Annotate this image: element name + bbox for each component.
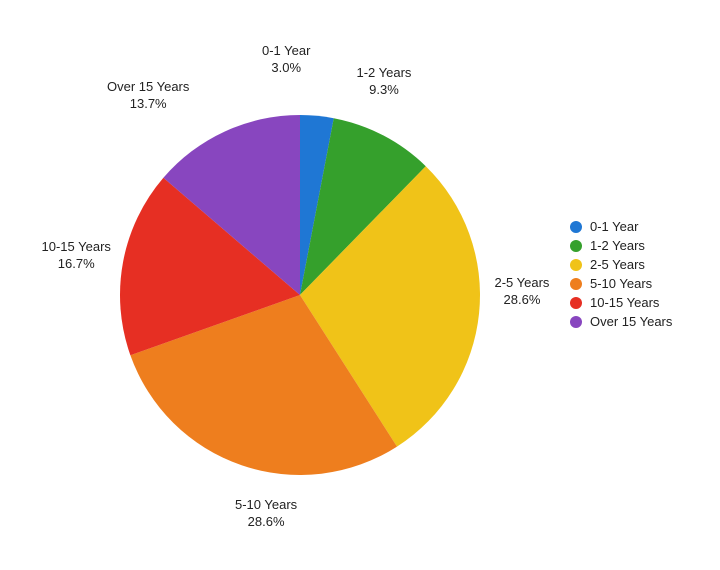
legend: 0-1 Year 1-2 Years 2-5 Years 5-10 Years 10-1…: [570, 220, 672, 328]
slice-label-name: 1-2 Years: [357, 65, 412, 82]
legend-item-5: Over 15 Years: [570, 315, 672, 328]
slice-label-5: Over 15 Years13.7%: [107, 79, 189, 113]
legend-item-1: 1-2 Years: [570, 239, 672, 252]
legend-item-3: 5-10 Years: [570, 277, 672, 290]
slice-label-name: 0-1 Year: [262, 43, 310, 60]
chart-container: 0-1 Year 1-2 Years 2-5 Years 5-10 Years 10-1…: [0, 0, 720, 570]
slice-label-name: 10-15 Years: [42, 239, 111, 256]
slice-label-3: 5-10 Years28.6%: [235, 497, 297, 531]
legend-item-2: 2-5 Years: [570, 258, 672, 271]
legend-label: 5-10 Years: [590, 277, 652, 290]
slice-label-name: 5-10 Years: [235, 497, 297, 514]
legend-label: 0-1 Year: [590, 220, 638, 233]
legend-label: 10-15 Years: [590, 296, 659, 309]
legend-swatch-icon: [570, 259, 582, 271]
slice-label-percent: 16.7%: [42, 256, 111, 273]
legend-item-4: 10-15 Years: [570, 296, 672, 309]
legend-swatch-icon: [570, 240, 582, 252]
slice-label-percent: 28.6%: [495, 292, 550, 309]
legend-label: 1-2 Years: [590, 239, 645, 252]
legend-label: Over 15 Years: [590, 315, 672, 328]
legend-swatch-icon: [570, 297, 582, 309]
legend-label: 2-5 Years: [590, 258, 645, 271]
legend-swatch-icon: [570, 316, 582, 328]
slice-label-percent: 9.3%: [357, 82, 412, 99]
legend-swatch-icon: [570, 278, 582, 290]
slice-label-2: 2-5 Years28.6%: [495, 275, 550, 309]
slice-label-name: Over 15 Years: [107, 79, 189, 96]
slice-label-percent: 13.7%: [107, 96, 189, 113]
legend-item-0: 0-1 Year: [570, 220, 672, 233]
slice-label-4: 10-15 Years16.7%: [42, 239, 111, 273]
slice-label-0: 0-1 Year3.0%: [262, 43, 310, 77]
slice-label-name: 2-5 Years: [495, 275, 550, 292]
slice-label-percent: 28.6%: [235, 514, 297, 531]
legend-swatch-icon: [570, 221, 582, 233]
slice-label-1: 1-2 Years9.3%: [357, 65, 412, 99]
slice-label-percent: 3.0%: [262, 60, 310, 77]
